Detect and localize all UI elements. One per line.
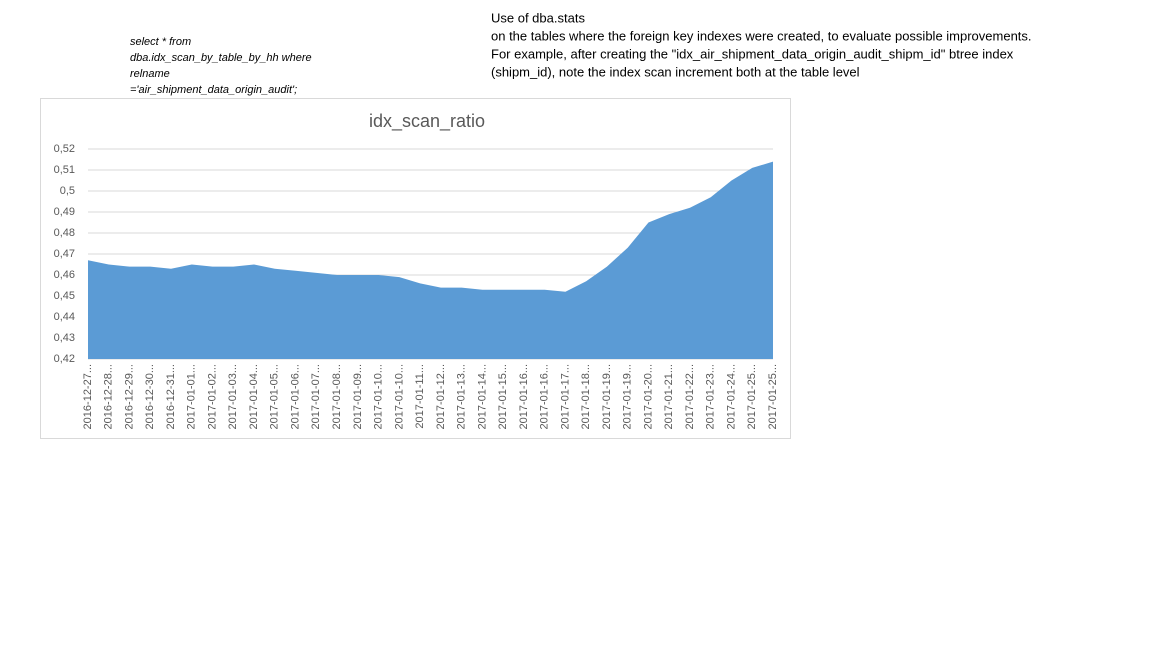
x-tick-label: 2016-12-30... [144,364,156,429]
y-tick-label: 0,51 [54,164,75,176]
query-line: relname [130,68,170,80]
x-tick-label: 2016-12-29... [123,364,135,429]
y-tick-label: 0,49 [54,206,75,218]
x-tick-label: 2017-01-14... [476,364,488,429]
note-line: (shipm_id), note the index scan incremen… [491,64,860,79]
x-tick-label: 2017-01-15... [497,364,509,429]
x-tick-label: 2017-01-21... [663,364,675,429]
x-tick-label: 2017-01-16... [518,364,530,429]
y-tick-label: 0,5 [60,185,75,197]
x-tick-label: 2017-01-04... [248,364,260,429]
x-tick-label: 2017-01-13... [456,364,468,429]
x-tick-label: 2017-01-11... [414,364,426,429]
y-tick-label: 0,46 [54,269,75,281]
x-tick-label: 2017-01-18... [580,364,592,429]
x-tick-label: 2016-12-27... [82,364,94,429]
x-tick-label: 2017-01-16... [539,364,551,429]
y-tick-label: 0,43 [54,332,75,344]
x-tick-label: 2017-01-05... [269,364,281,429]
x-tick-label: 2016-12-28... [103,364,115,429]
x-tick-label: 2017-01-03... [227,364,239,429]
x-tick-label: 2017-01-01... [186,364,198,429]
x-tick-label: 2017-01-19... [622,364,634,429]
query-line: ='air_shipment_data_origin_audit'; [130,84,297,96]
y-tick-label: 0,42 [54,353,75,365]
y-tick-label: 0,48 [54,227,75,239]
chart-title: idx_scan_ratio [369,111,485,132]
x-tick-label: 2017-01-22... [684,364,696,429]
x-tick-label: 2017-01-20... [642,364,654,429]
x-tick-label: 2017-01-07... [310,364,322,429]
x-tick-label: 2017-01-08... [331,364,343,429]
x-tick-label: 2017-01-19... [601,364,613,429]
x-tick-label: 2017-01-09... [352,364,364,429]
y-tick-label: 0,52 [54,143,75,155]
note-line: For example, after creating the "idx_air… [491,46,1014,61]
y-tick-label: 0,45 [54,290,75,302]
x-tick-label: 2017-01-25... [767,364,779,429]
query-line: select * from [130,36,191,48]
x-tick-label: 2017-01-23... [705,364,717,429]
x-tick-label: 2016-12-31... [165,364,177,429]
y-tick-label: 0,47 [54,248,75,260]
query-line: dba.idx_scan_by_table_by_hh where [130,52,312,64]
y-tick-label: 0,44 [54,311,75,323]
x-tick-label: 2017-01-25... [746,364,758,429]
x-tick-label: 2017-01-06... [289,364,301,429]
x-tick-label: 2017-01-17... [559,364,571,429]
x-tick-label: 2017-01-10... [373,364,385,429]
note-line: on the tables where the foreign key inde… [491,28,1032,43]
x-tick-label: 2017-01-24... [725,364,737,429]
area [88,161,773,359]
x-tick-label: 2017-01-02... [206,364,218,429]
note-line: Use of dba.stats [491,10,585,25]
x-tick-label: 2017-01-12... [435,364,447,429]
x-tick-label: 2017-01-10... [393,364,405,429]
